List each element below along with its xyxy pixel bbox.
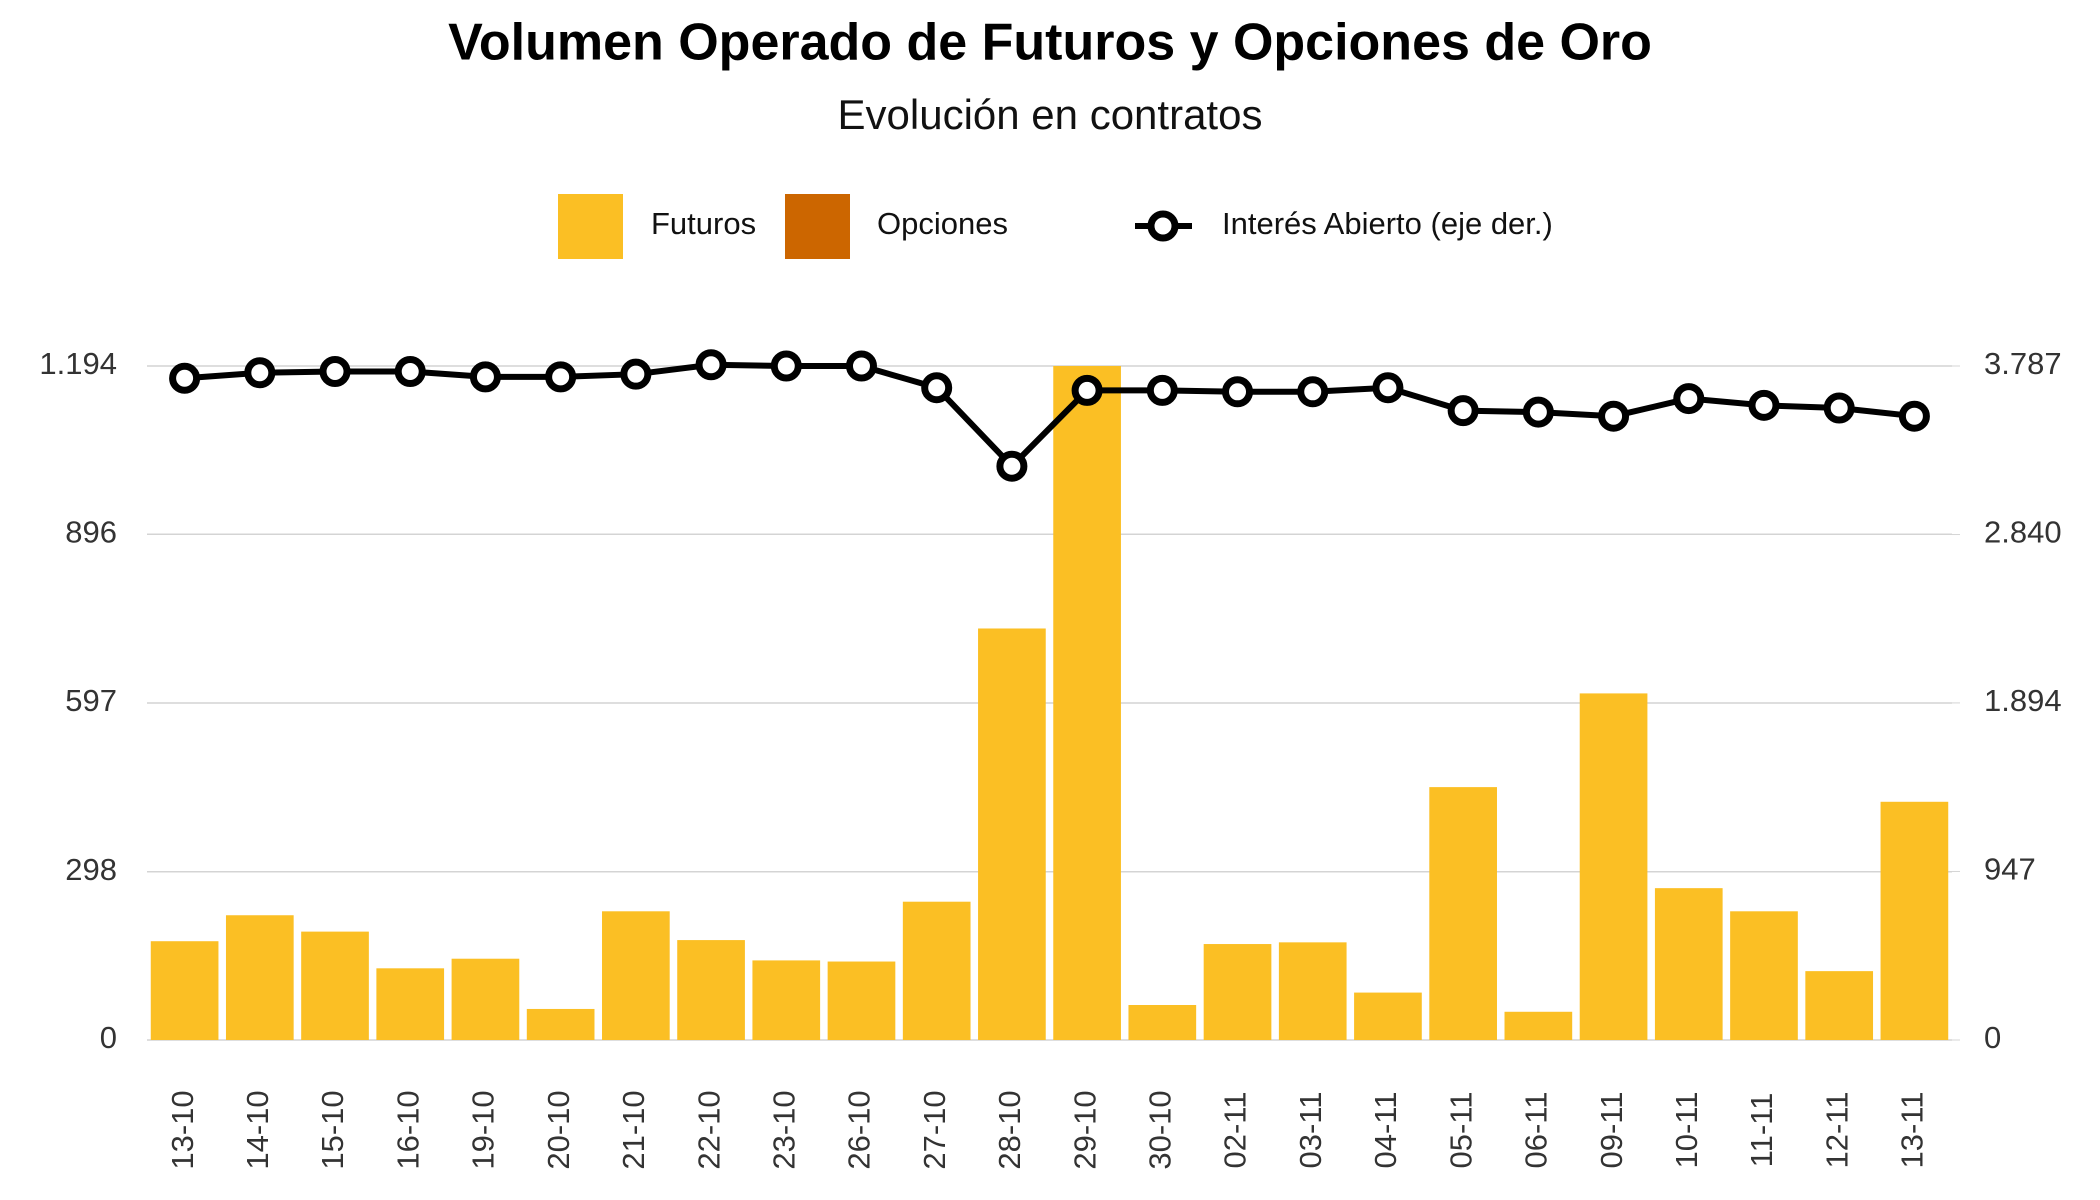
bar	[301, 931, 369, 1040]
y2-tick-label: 947	[1984, 852, 2036, 887]
line-point	[469, 361, 501, 393]
x-tick-label: 29-10	[1067, 1090, 1102, 1169]
line-point	[770, 350, 802, 382]
line	[184, 361, 1915, 471]
line-point	[845, 350, 877, 382]
chart-title: Volumen Operado de Futuros y Opciones de…	[448, 14, 1652, 72]
line-point	[244, 357, 276, 389]
bar	[1053, 366, 1121, 1040]
chart-subtitle: Evolución en contratos	[838, 91, 1263, 138]
bar	[451, 958, 520, 1040]
line-point	[1146, 374, 1178, 406]
bar	[1354, 992, 1422, 1040]
bar	[225, 915, 294, 1040]
y2-tick-label: 1.894	[1984, 683, 2062, 718]
line-point	[1823, 392, 1855, 424]
x-tick-label: 27-10	[917, 1090, 952, 1169]
bar	[602, 911, 670, 1040]
x-tick-label: 20-10	[541, 1090, 576, 1169]
bar	[902, 901, 971, 1040]
bar	[1880, 801, 1949, 1040]
x-tick-label: 19-10	[466, 1090, 501, 1169]
line-point	[921, 372, 953, 404]
bar	[150, 941, 219, 1040]
y2-tick-label: 2.840	[1984, 515, 2062, 550]
x-tick-label: 30-10	[1143, 1090, 1178, 1169]
line-point	[695, 349, 727, 381]
x-tick-label: 14-10	[240, 1090, 275, 1169]
line-point	[1071, 374, 1103, 406]
line-point	[1522, 396, 1554, 428]
y2-tick-label: 0	[1984, 1020, 2001, 1055]
bar	[1654, 888, 1723, 1040]
line-point	[1447, 395, 1479, 427]
bar	[1504, 1011, 1573, 1040]
y-tick-label: 597	[65, 683, 117, 718]
bar	[1203, 944, 1272, 1040]
bar	[526, 1008, 595, 1040]
x-tick-label: 13-11	[1895, 1092, 1930, 1169]
y-tick-label: 298	[65, 852, 117, 887]
x-tick-label: 04-11	[1368, 1092, 1403, 1169]
line-point	[1673, 383, 1705, 415]
x-tick-label: 26-10	[842, 1090, 877, 1169]
x-tick-label: 23-10	[766, 1090, 801, 1169]
x-tick-label: 28-10	[992, 1090, 1027, 1169]
bar	[978, 628, 1046, 1040]
x-tick-label: 15-10	[315, 1090, 350, 1169]
x-tick-label: 16-10	[390, 1090, 425, 1169]
x-tick-label: 12-11	[1819, 1092, 1854, 1169]
bar	[677, 940, 745, 1040]
line-point	[1748, 389, 1780, 421]
x-tick-label: 10-11	[1669, 1092, 1704, 1169]
x-tick-label: 13-10	[165, 1090, 200, 1169]
bar	[827, 961, 896, 1040]
bar	[1278, 942, 1347, 1040]
line-point	[1898, 400, 1930, 432]
legend-label: Opciones	[877, 206, 1008, 241]
line-point	[620, 358, 652, 390]
y-tick-label: 0	[100, 1020, 117, 1055]
x-tick-label: 09-11	[1594, 1092, 1629, 1169]
bar	[752, 960, 821, 1040]
bar	[376, 968, 445, 1040]
bar	[1128, 1005, 1197, 1040]
bar	[1805, 971, 1874, 1040]
y-tick-label: 896	[65, 514, 117, 549]
x-tick-label: 05-11	[1443, 1092, 1478, 1169]
line-point	[1372, 372, 1404, 404]
y2-tick-label: 3.787	[1984, 346, 2062, 381]
bar	[1579, 693, 1648, 1040]
line-point	[1297, 376, 1329, 408]
x-tick-label: 21-10	[616, 1090, 651, 1169]
legend-swatch	[785, 194, 850, 259]
legend-marker	[1147, 210, 1179, 242]
line-point	[996, 450, 1028, 482]
line-point	[545, 361, 577, 393]
line-point	[1598, 400, 1630, 432]
bar	[1429, 787, 1497, 1040]
bar	[1730, 911, 1798, 1040]
legend-label: Futuros	[651, 206, 756, 241]
line-point	[319, 356, 351, 388]
x-tick-label: 22-10	[691, 1090, 726, 1169]
line-point	[394, 356, 426, 388]
legend-swatch	[558, 194, 623, 259]
legend-label: Interés Abierto (eje der.)	[1222, 206, 1553, 241]
x-tick-label: 06-11	[1519, 1092, 1554, 1169]
x-tick-label: 11-11	[1744, 1093, 1779, 1168]
line-point	[1222, 376, 1254, 408]
y-tick-label: 1.194	[39, 346, 117, 381]
x-tick-label: 03-11	[1293, 1092, 1328, 1169]
line-point	[169, 362, 201, 394]
x-tick-label: 02-11	[1218, 1092, 1253, 1169]
